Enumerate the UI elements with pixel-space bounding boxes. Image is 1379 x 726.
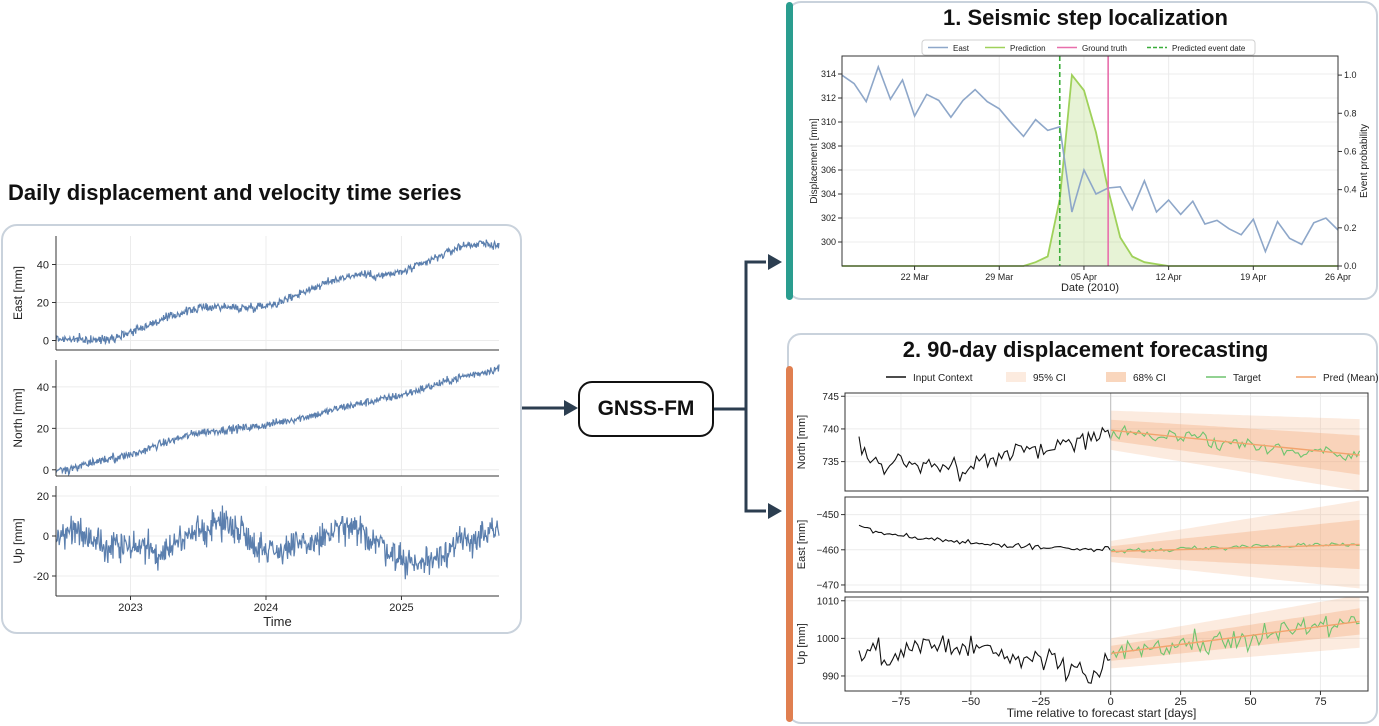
teal-accent-bar xyxy=(786,2,793,300)
arrow-line xyxy=(714,260,766,411)
arrow-line xyxy=(744,409,766,513)
seismic-step-panel xyxy=(787,1,1378,300)
forecast-title: 2. 90-day displacement forecasting xyxy=(902,337,1269,362)
time-series-panel xyxy=(1,224,522,634)
arrow-head xyxy=(768,254,782,270)
left-panel-title: Daily displacement and velocity time ser… xyxy=(8,180,462,205)
seismic-step-title: 1. Seismic step localization xyxy=(943,5,1228,30)
forecast-panel xyxy=(787,333,1378,724)
arrow-head xyxy=(768,503,782,519)
orange-accent-bar xyxy=(786,366,793,722)
gnss-fm-model-box: GNSS-FM xyxy=(578,381,714,437)
arrow-head xyxy=(564,400,578,416)
